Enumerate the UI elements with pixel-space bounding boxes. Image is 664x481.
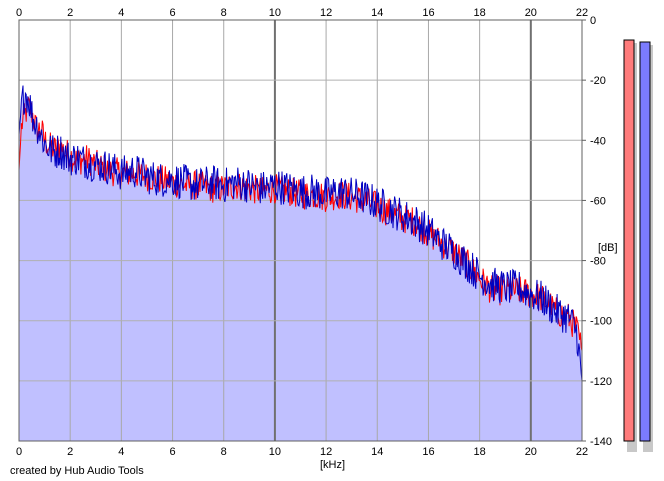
- y-tick-label: 0: [590, 15, 596, 27]
- level-meters: [623, 39, 653, 452]
- plot-border: [18, 19, 583, 442]
- x-tick-label-top: 10: [269, 7, 281, 19]
- x-tick-label-bottom: 22: [576, 446, 588, 458]
- x-tick-label-bottom: 16: [422, 446, 434, 458]
- y-axis-label: [dB]: [598, 242, 618, 254]
- x-tick-label-top: 2: [67, 7, 73, 19]
- x-tick-label-top: 6: [169, 7, 175, 19]
- x-axis-label: [kHz]: [320, 459, 345, 471]
- x-tick-label-bottom: 10: [269, 446, 281, 458]
- x-tick-label-top: 14: [371, 7, 383, 19]
- x-tick-label-top: 22: [576, 7, 588, 19]
- x-tick-label-top: 8: [221, 7, 227, 19]
- x-tick-label-bottom: 12: [320, 446, 332, 458]
- x-tick-label-top: 4: [118, 7, 124, 19]
- y-tick-label: -60: [590, 195, 606, 207]
- x-tick-label-bottom: 2: [67, 446, 73, 458]
- x-tick-label-bottom: 4: [118, 446, 124, 458]
- level-meter-1: [623, 39, 635, 442]
- level-meter-2: [639, 41, 651, 442]
- x-tick-label-bottom: 14: [371, 446, 383, 458]
- x-tick-label-top: 20: [525, 7, 537, 19]
- x-tick-label-bottom: 6: [169, 446, 175, 458]
- x-tick-label-top: 16: [422, 7, 434, 19]
- spectrum-fill-area: [19, 85, 582, 441]
- x-tick-label-bottom: 18: [474, 446, 486, 458]
- x-tick-label-top: 18: [474, 7, 486, 19]
- plot-frame: [18, 19, 583, 442]
- y-tick-label: -80: [590, 256, 606, 268]
- x-tick-label-bottom: 8: [221, 446, 227, 458]
- y-tick-label: -120: [590, 376, 612, 388]
- x-tick-label-bottom: 20: [525, 446, 537, 458]
- y-tick-label: -100: [590, 316, 612, 328]
- x-tick-label-top: 0: [16, 7, 22, 19]
- spectrum-series: [18, 85, 583, 381]
- credit-text: created by Hub Audio Tools: [10, 465, 144, 477]
- y-tick-label: -20: [590, 75, 606, 87]
- spectrum-line-2: [18, 85, 583, 381]
- y-tick-label: -40: [590, 135, 606, 147]
- y-axis-ticks: 0 -20 -40 -60 -80 -100 -120 -140: [582, 15, 612, 448]
- x-tick-label-top: 12: [320, 7, 332, 19]
- x-tick-label-bottom: 0: [16, 446, 22, 458]
- y-tick-label: -140: [590, 436, 612, 448]
- spectrum-fill: [19, 85, 582, 441]
